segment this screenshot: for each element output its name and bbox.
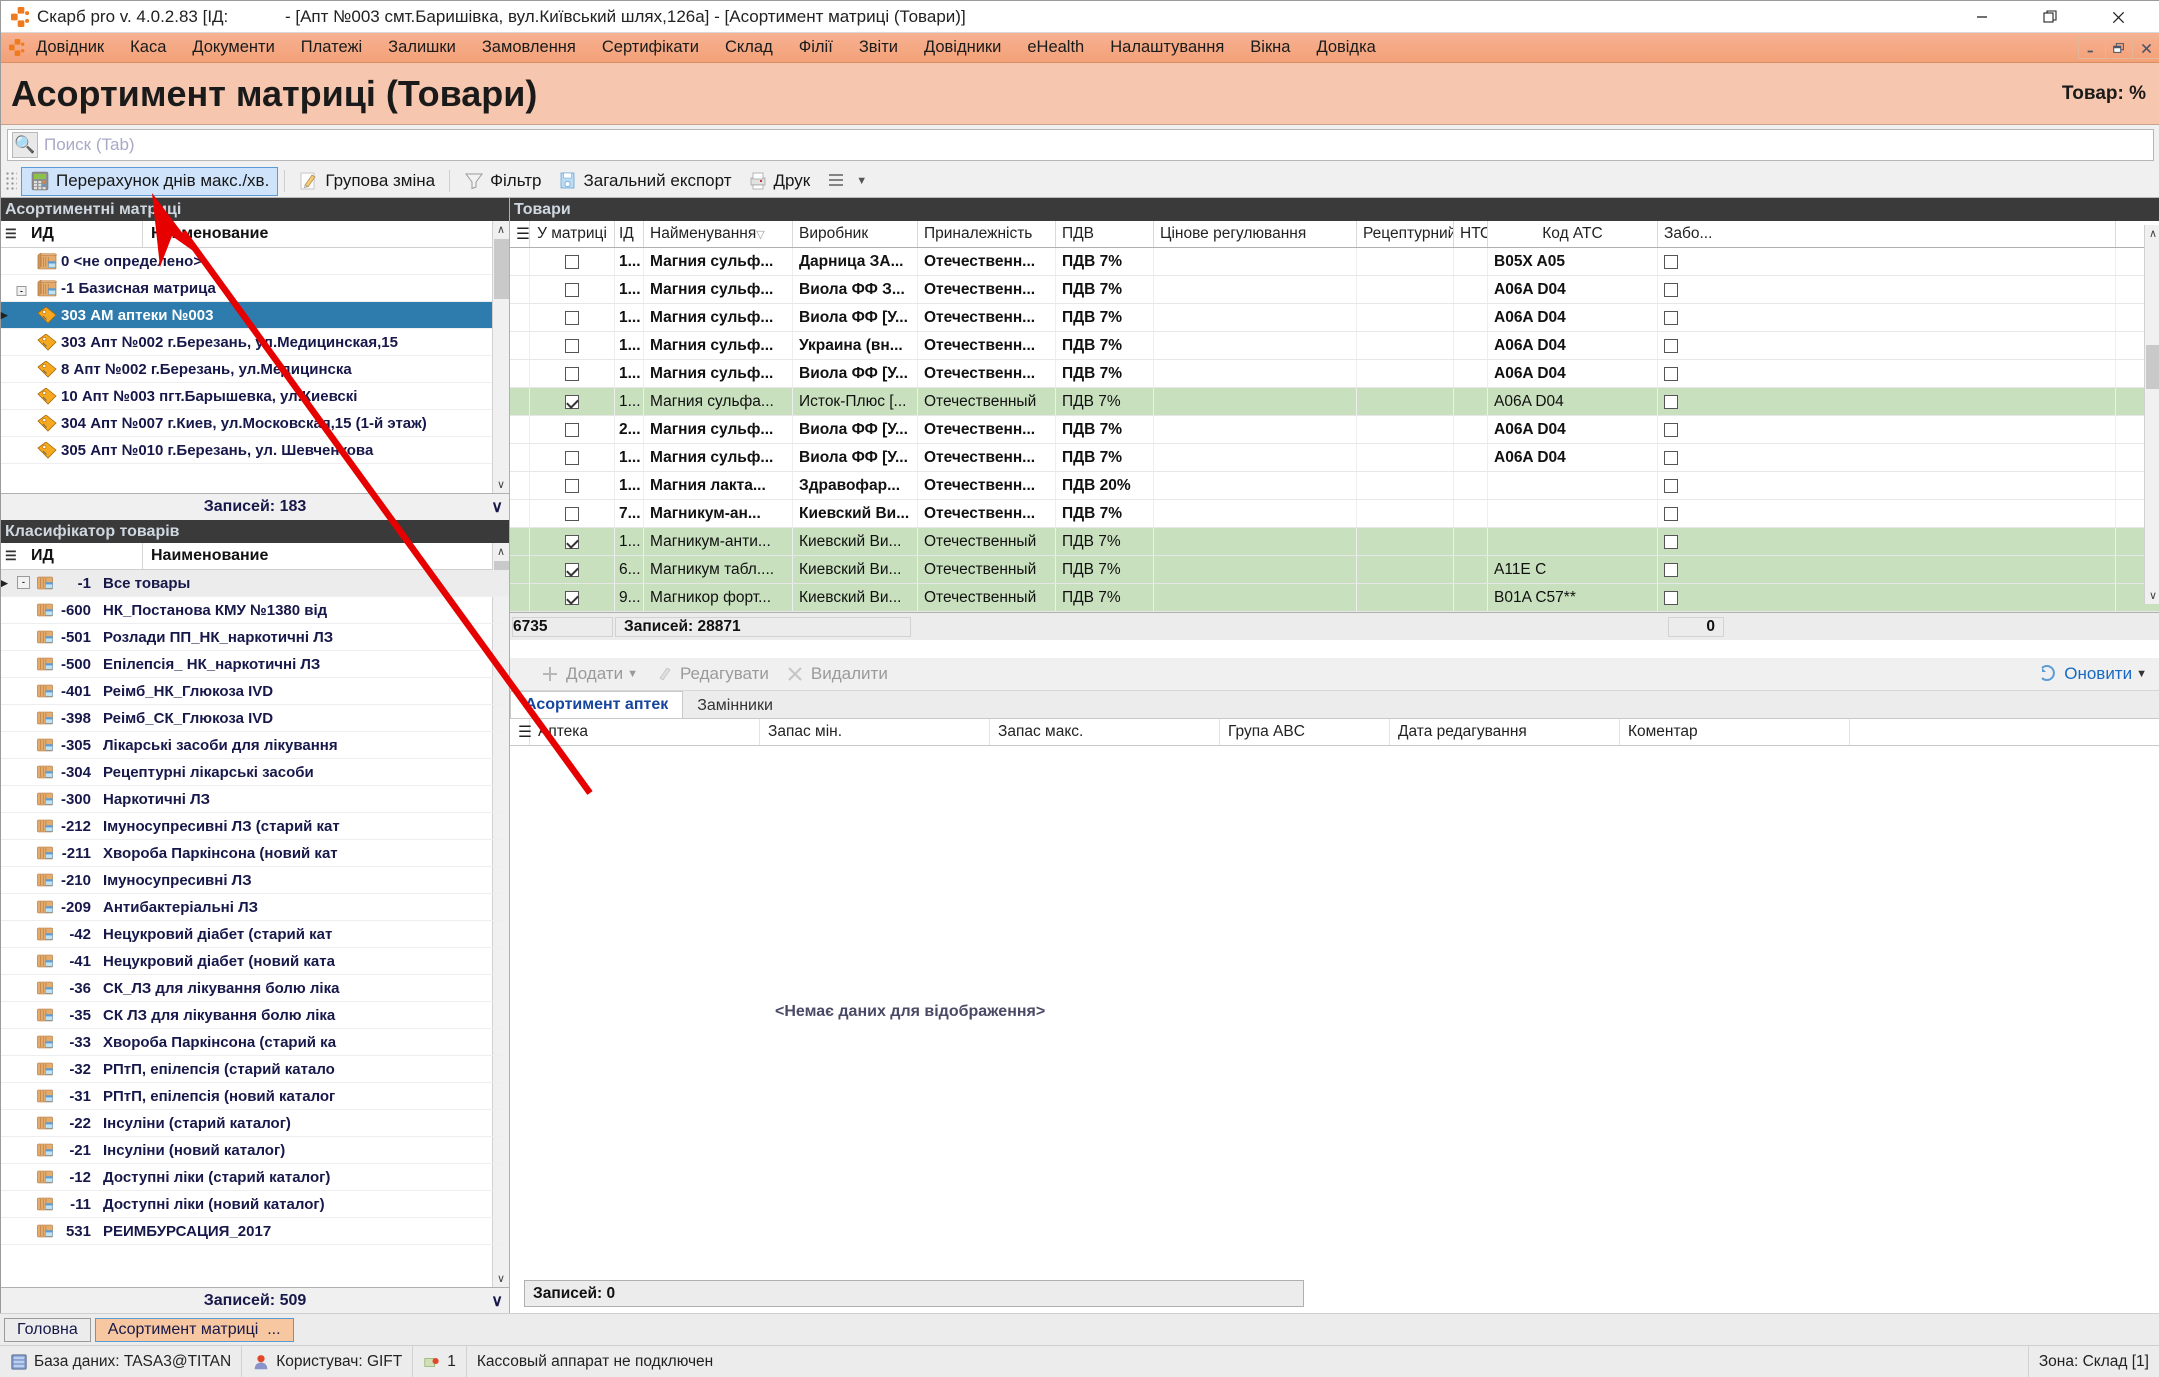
svg-text:-: - [20, 287, 23, 296]
